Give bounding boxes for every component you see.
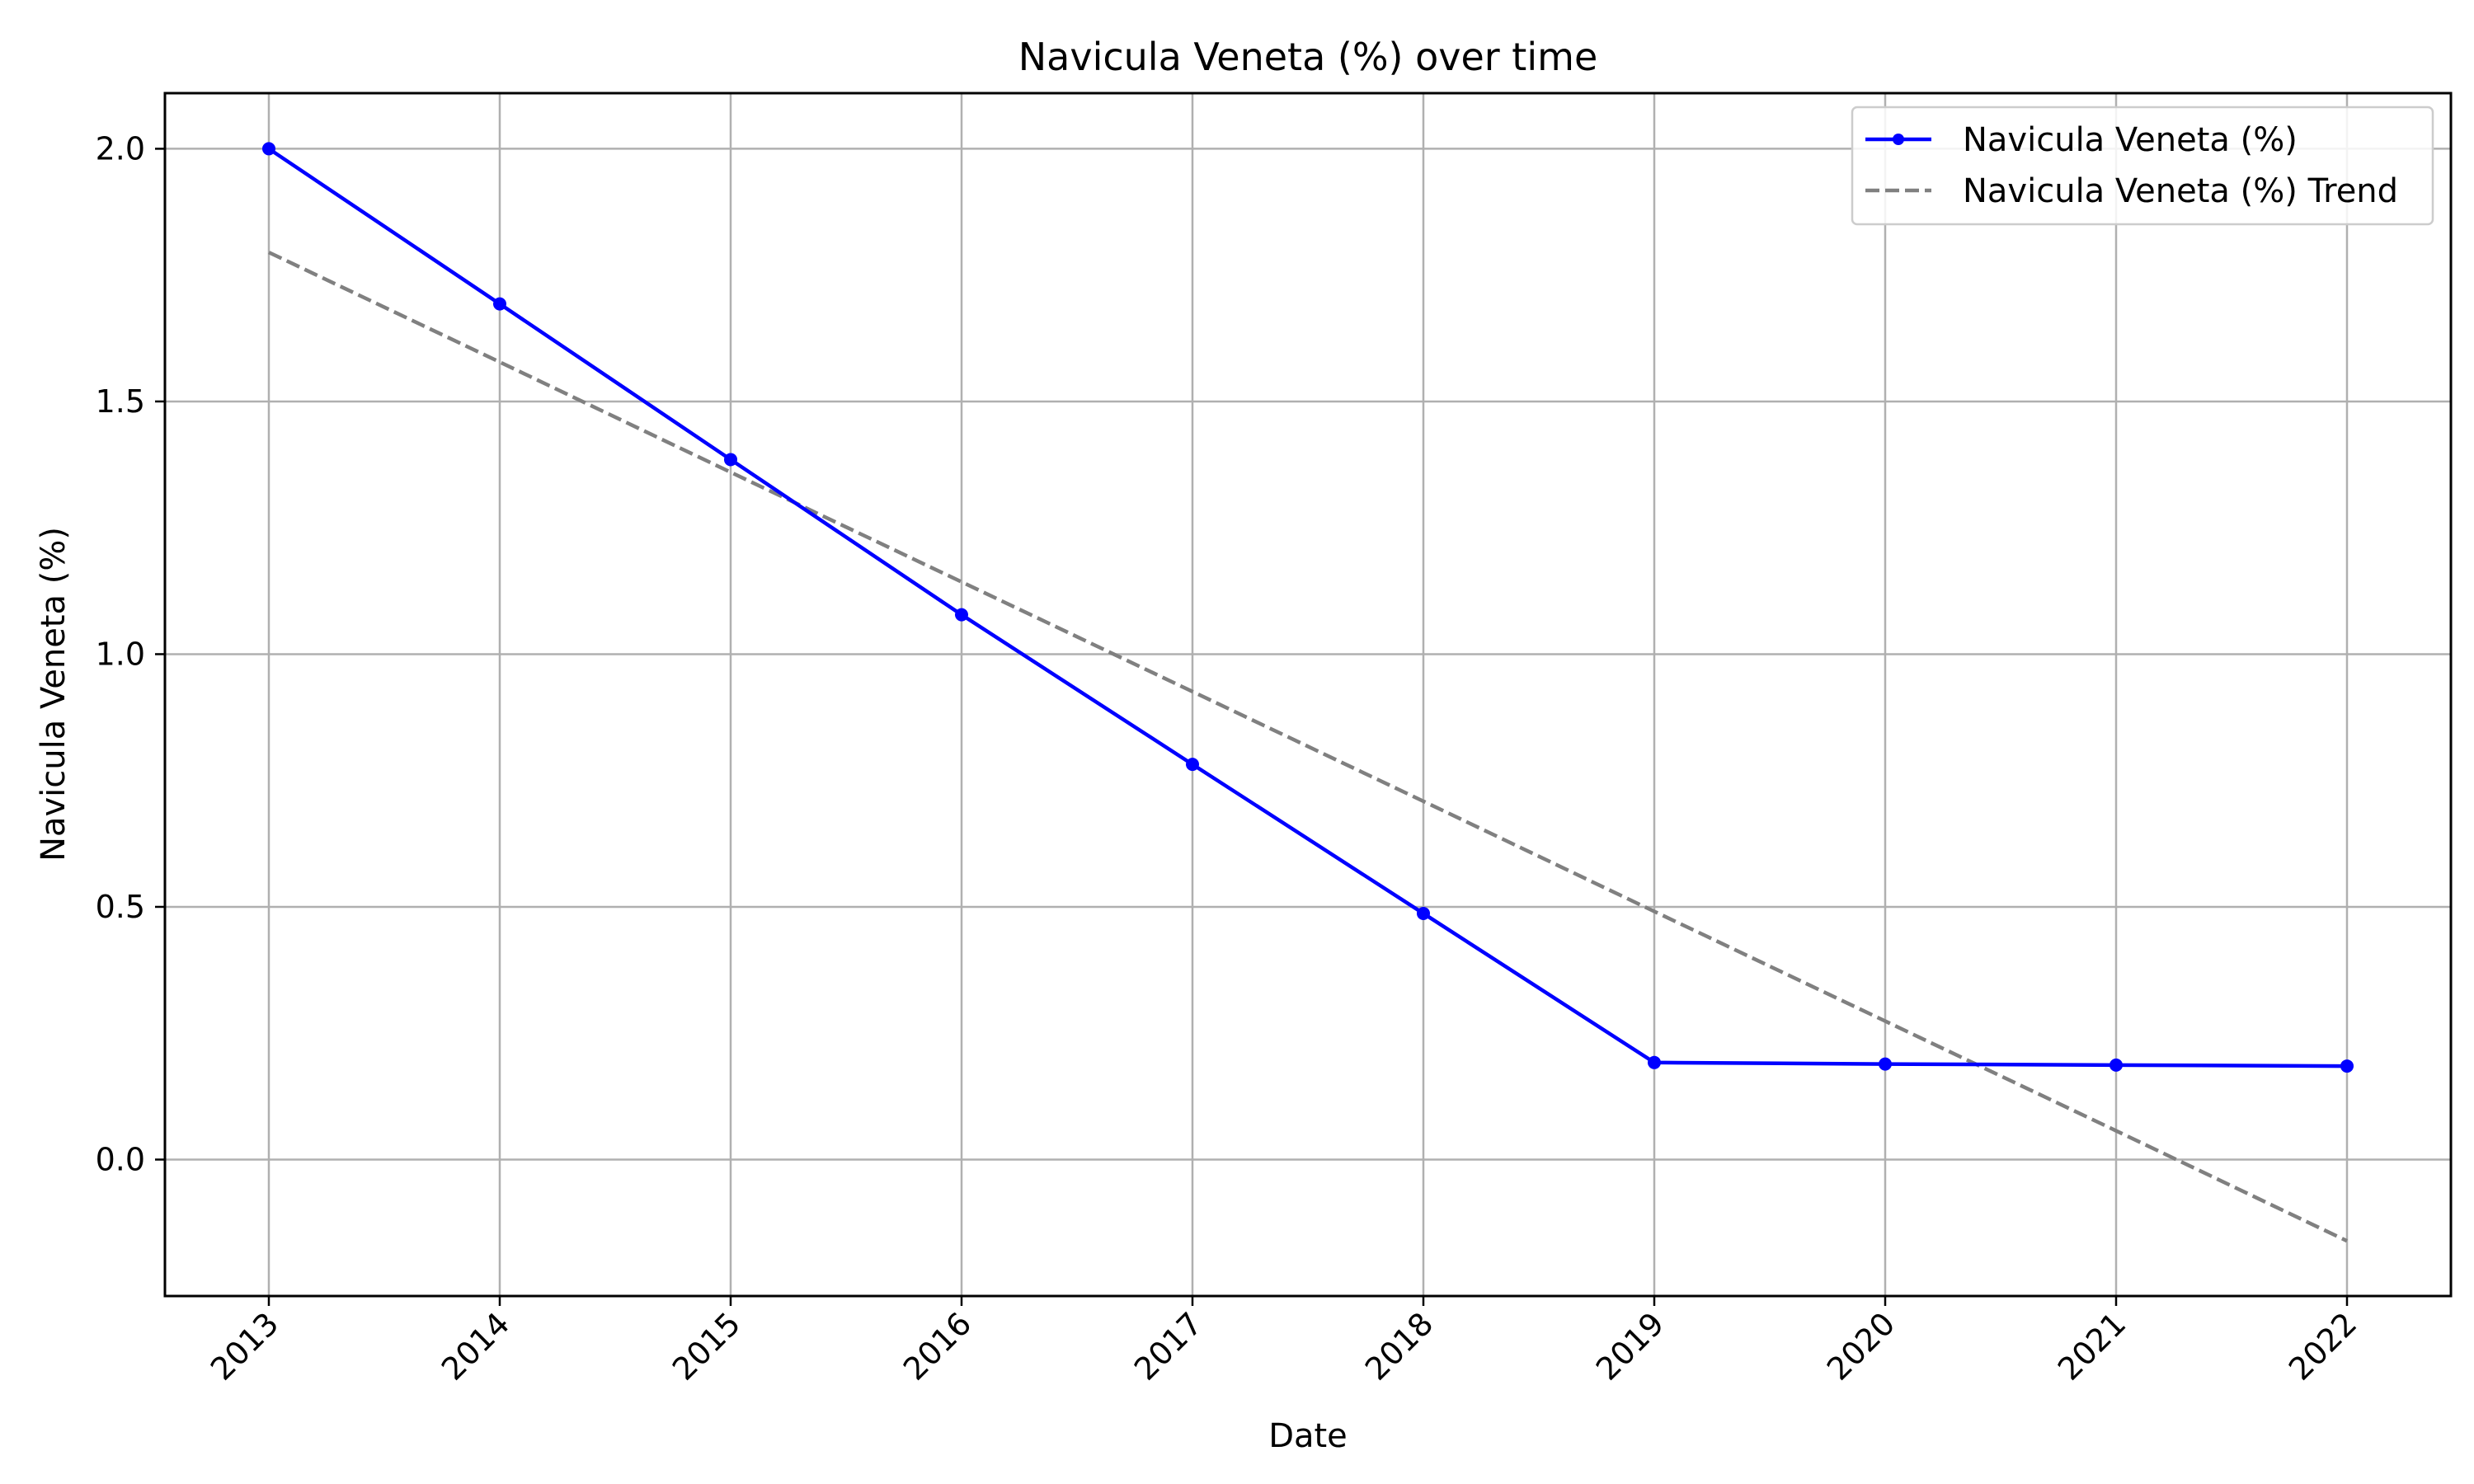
- data-point: [724, 453, 737, 466]
- data-point: [1879, 1058, 1892, 1071]
- data-point: [493, 298, 506, 311]
- chart-title: Navicula Veneta (%) over time: [1018, 35, 1598, 79]
- y-axis-label: Navicula Veneta (%): [35, 527, 73, 862]
- data-point: [2340, 1059, 2354, 1073]
- data-point: [262, 142, 275, 155]
- data-point: [1648, 1056, 1661, 1069]
- legend: Navicula Veneta (%) Navicula Veneta (%) …: [1852, 107, 2433, 224]
- y-tick-label: 2.0: [96, 130, 145, 167]
- x-axis-label: Date: [1268, 1417, 1348, 1455]
- y-tick-label: 1.5: [96, 383, 145, 420]
- data-point: [2109, 1059, 2123, 1072]
- y-tick-label: 0.0: [96, 1141, 145, 1177]
- legend-marker-series: [1893, 134, 1904, 145]
- legend-label-series: Navicula Veneta (%): [1963, 121, 2298, 159]
- y-tick-label: 0.5: [96, 889, 145, 925]
- data-point: [1186, 758, 1199, 771]
- legend-label-trend: Navicula Veneta (%) Trend: [1963, 172, 2398, 210]
- data-point: [1417, 907, 1430, 920]
- y-tick-label: 1.0: [96, 636, 145, 672]
- data-point: [955, 608, 968, 622]
